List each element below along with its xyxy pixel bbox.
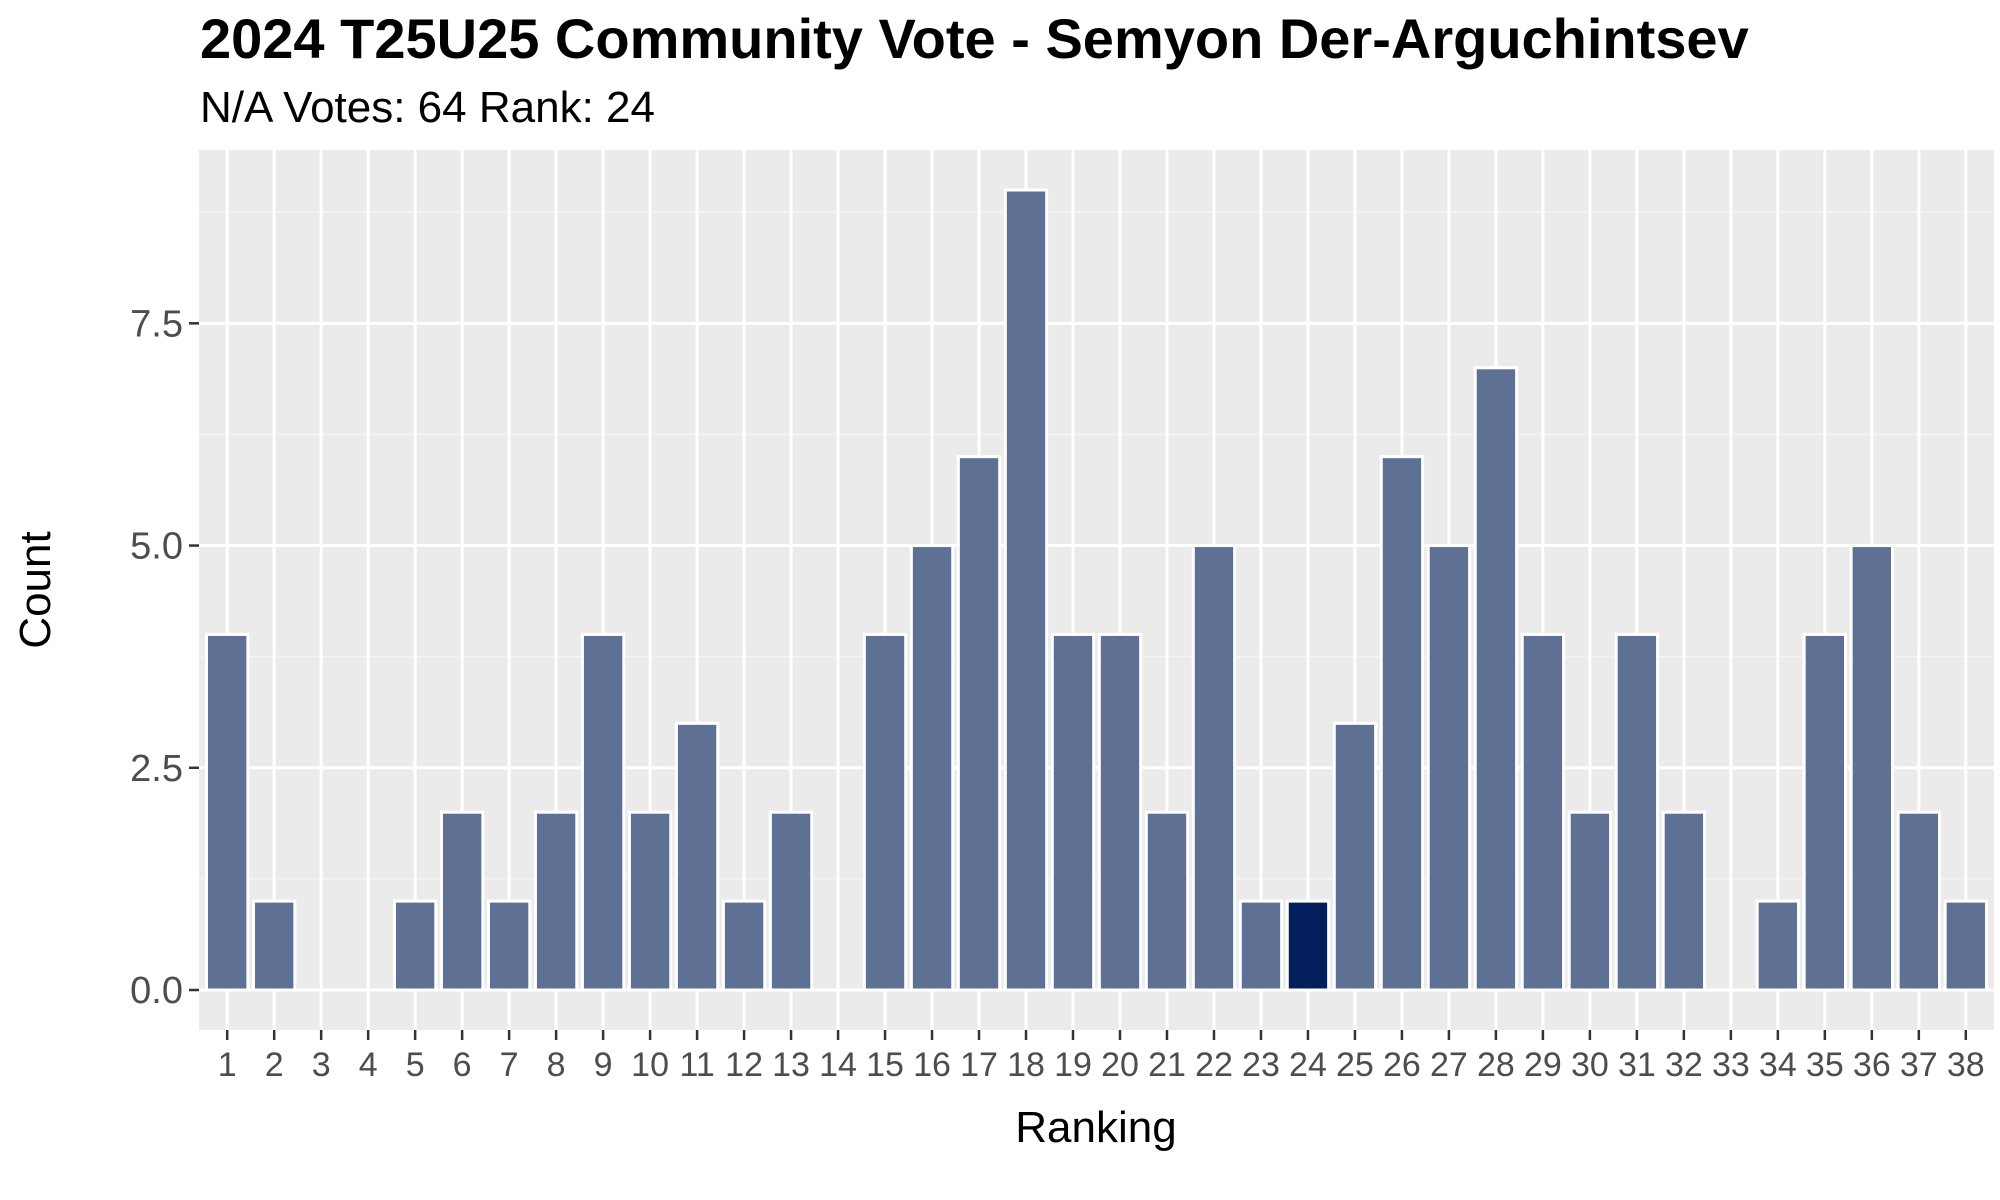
x-tick-label: 3 xyxy=(312,1046,331,1084)
x-tick-label: 34 xyxy=(1759,1046,1797,1084)
x-tick-label: 29 xyxy=(1524,1046,1562,1084)
x-tick-label: 5 xyxy=(406,1046,425,1084)
bar-7 xyxy=(486,899,532,992)
x-tick-label: 1 xyxy=(218,1046,237,1084)
x-tick-label: 23 xyxy=(1242,1046,1280,1084)
x-tick-label: 6 xyxy=(453,1046,472,1084)
bar-29 xyxy=(1520,632,1566,992)
bar-28 xyxy=(1473,366,1519,992)
x-tick-label: 20 xyxy=(1101,1046,1139,1084)
bar-17 xyxy=(956,455,1002,992)
x-axis-title: Ranking xyxy=(1015,1103,1176,1152)
x-tick-label: 16 xyxy=(913,1046,951,1084)
bar-26 xyxy=(1379,455,1425,992)
x-tick-label: 28 xyxy=(1477,1046,1515,1084)
bar-2 xyxy=(252,899,297,992)
x-tick-label: 19 xyxy=(1054,1046,1092,1084)
bar-9 xyxy=(580,632,626,992)
x-tick-label: 32 xyxy=(1665,1046,1703,1084)
bar-8 xyxy=(533,810,579,992)
x-tick-label: 11 xyxy=(679,1046,714,1084)
bar-13 xyxy=(768,810,814,992)
y-axis-title: Count xyxy=(11,531,60,648)
bar-1 xyxy=(205,632,250,992)
x-tick-label: 24 xyxy=(1289,1046,1327,1084)
y-tick-label: 0.0 xyxy=(130,970,183,1012)
bar-32 xyxy=(1661,810,1707,992)
bar-38 xyxy=(1943,899,1988,992)
x-tick-label: 37 xyxy=(1900,1046,1938,1084)
bar-25 xyxy=(1332,721,1378,992)
x-tick-label: 21 xyxy=(1148,1046,1186,1084)
x-tick-label: 22 xyxy=(1195,1046,1233,1084)
chart-title: 2024 T25U25 Community Vote - Semyon Der-… xyxy=(200,7,1749,70)
x-tick-label: 15 xyxy=(866,1046,904,1084)
x-tick-label: 10 xyxy=(631,1046,669,1084)
x-tick-label: 13 xyxy=(772,1046,810,1084)
x-tick-label: 38 xyxy=(1947,1046,1985,1084)
x-tick-label: 31 xyxy=(1618,1046,1656,1084)
bar-10 xyxy=(627,810,673,992)
x-tick-label: 17 xyxy=(960,1046,998,1084)
bar-22 xyxy=(1191,544,1237,992)
y-axis: 0.0 2.5 5.0 7.5 xyxy=(130,303,199,1012)
bar-27 xyxy=(1426,544,1472,992)
bar-15 xyxy=(862,632,908,992)
chart-subtitle: N/A Votes: 64 Rank: 24 xyxy=(200,83,655,132)
bar-37 xyxy=(1896,810,1941,992)
x-tick-label: 2 xyxy=(265,1046,284,1084)
bar-16 xyxy=(909,544,955,992)
x-tick-label: 7 xyxy=(500,1046,519,1084)
bars xyxy=(205,188,1988,992)
bar-5 xyxy=(392,899,438,992)
x-tick-label: 26 xyxy=(1383,1046,1421,1084)
bar-35 xyxy=(1802,632,1848,992)
y-tick-label: 7.5 xyxy=(130,303,183,345)
bar-30 xyxy=(1567,810,1613,992)
bar-12 xyxy=(721,899,767,992)
x-tick-label: 8 xyxy=(547,1046,566,1084)
x-tick-label: 12 xyxy=(725,1046,763,1084)
bar-19 xyxy=(1050,632,1096,992)
x-axis: 1 2 3 4 5 6 7 8 9 10 11 12 13 14 15 16 17 18 19 20 21 22 23 24 2… xyxy=(218,1030,1985,1084)
bar-11 xyxy=(674,721,720,992)
x-tick-label: 14 xyxy=(819,1046,857,1084)
y-tick-label: 5.0 xyxy=(130,526,183,568)
bar-24 xyxy=(1285,899,1331,992)
y-tick-label: 2.5 xyxy=(130,748,183,790)
x-tick-label: 4 xyxy=(359,1046,378,1084)
x-tick-label: 30 xyxy=(1571,1046,1609,1084)
bar-31 xyxy=(1614,632,1660,992)
x-tick-label: 18 xyxy=(1007,1046,1045,1084)
bar-36 xyxy=(1849,544,1895,992)
x-tick-label: 36 xyxy=(1853,1046,1891,1084)
bar-21 xyxy=(1144,810,1190,992)
x-tick-label: 9 xyxy=(594,1046,613,1084)
x-tick-label: 25 xyxy=(1336,1046,1374,1084)
bar-6 xyxy=(439,810,485,992)
bar-23 xyxy=(1238,899,1284,992)
x-tick-label: 33 xyxy=(1712,1046,1750,1084)
x-tick-label: 27 xyxy=(1430,1046,1468,1084)
bar-20 xyxy=(1097,632,1143,992)
x-tick-label: 35 xyxy=(1806,1046,1844,1084)
bar-34 xyxy=(1755,899,1801,992)
bar-18 xyxy=(1003,188,1049,992)
